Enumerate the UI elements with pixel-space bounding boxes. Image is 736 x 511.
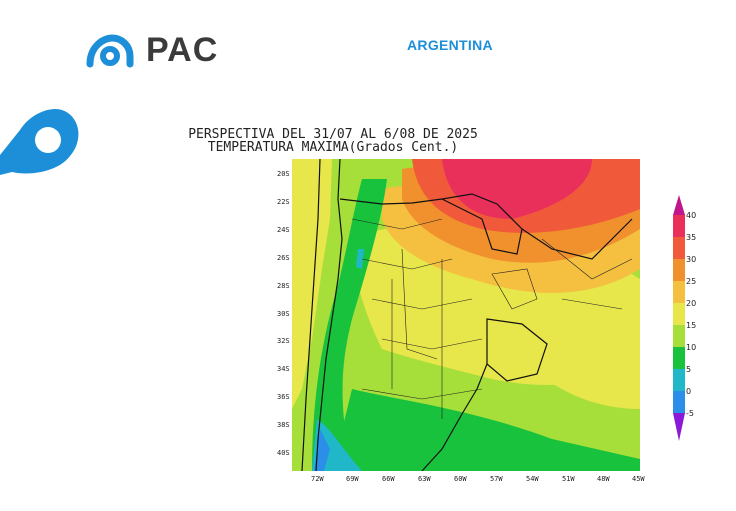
colorbar-label: 20 [686,299,697,308]
colorbar-label: 25 [686,277,697,286]
lat-label: 34S [277,365,290,373]
temperature-map [292,159,640,471]
lat-label: 36S [277,393,290,401]
lat-label: 20S [277,170,290,178]
map-title: PERSPECTIVA DEL 31/07 AL 6/08 DE 2025 [188,127,478,142]
colorbar-label: -5 [686,409,694,418]
map-subtitle: TEMPERATURA MAXIMA(Grados Cent.) [207,140,459,155]
lon-label: 72W [311,475,324,483]
lon-label: 57W [490,475,503,483]
lat-label: 38S [277,421,290,429]
colorbar-label: 0 [686,387,692,396]
pac-logo: PAC [86,30,218,70]
lon-label: 45W [632,475,645,483]
lon-label: 63W [418,475,431,483]
colorbar [673,195,685,441]
lon-label: 66W [382,475,395,483]
lat-label: 22S [277,198,290,206]
side-logo-icon [0,109,79,175]
lat-label: 32S [277,337,290,345]
colorbar-label: 40 [686,211,697,220]
colorbar-label: 30 [686,255,697,264]
lon-label: 48W [597,475,610,483]
lat-label: 40S [277,449,290,457]
colorbar-label: 15 [686,321,697,330]
pac-logo-icon [86,34,134,68]
country-title: ARGENTINA [407,37,493,53]
lat-label: 30S [277,310,290,318]
logo-text: PAC [146,30,219,69]
lon-label: 54W [526,475,539,483]
lat-label: 28S [277,282,290,290]
lon-label: 60W [454,475,467,483]
lon-label: 51W [562,475,575,483]
lon-label: 69W [346,475,359,483]
lat-label: 26S [277,254,290,262]
colorbar-label: 35 [686,233,697,242]
lat-label: 24S [277,226,290,234]
colorbar-label: 5 [686,365,692,374]
colorbar-label: 10 [686,343,697,352]
